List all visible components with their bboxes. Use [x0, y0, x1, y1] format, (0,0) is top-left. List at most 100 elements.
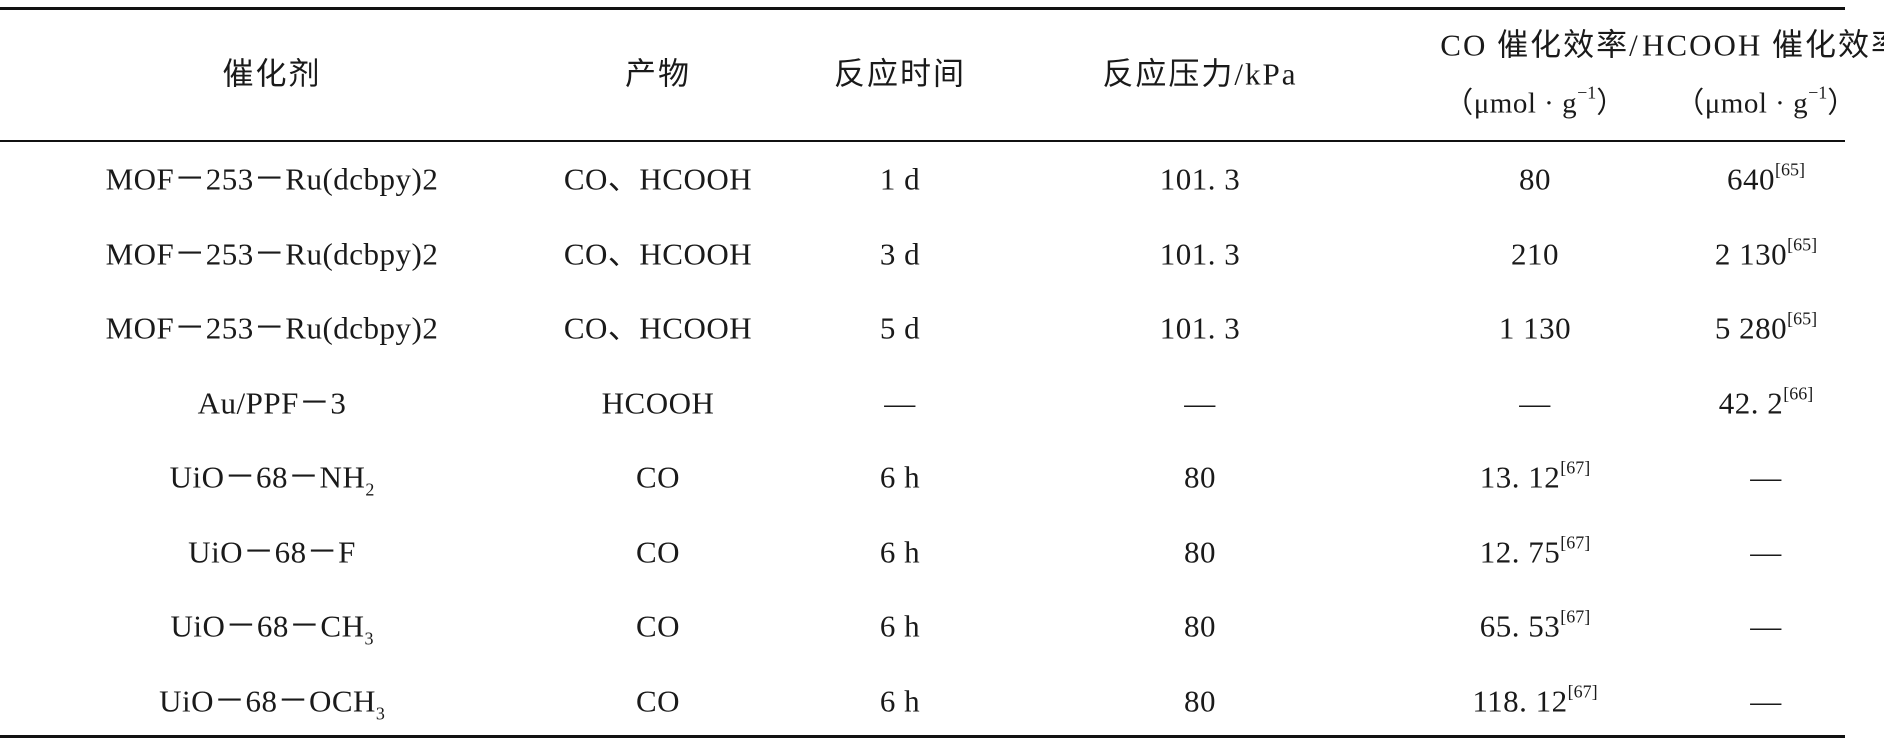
- cell-product: CO: [636, 462, 680, 493]
- product-text: CO、HCOOH: [563, 310, 753, 346]
- cell-reaction-time: 3 d: [880, 238, 920, 269]
- product-text: CO、HCOOH: [563, 161, 753, 197]
- table-bottom-rule: [0, 735, 1845, 738]
- cell-reaction-pressure: 101. 3: [1160, 313, 1241, 344]
- hcooh-unit-close: ）: [1827, 87, 1857, 120]
- co-value: —: [1519, 385, 1551, 420]
- hcooh-value: 5 280: [1714, 310, 1788, 346]
- cell-product: CO: [636, 536, 680, 567]
- cell-catalyst: UiO－68－OCH3: [159, 683, 385, 722]
- hcooh-reference: [65]: [1787, 234, 1818, 254]
- time-text: 6 h: [879, 683, 921, 718]
- cell-reaction-time: 6 h: [880, 611, 920, 642]
- pressure-text: 101. 3: [1159, 161, 1241, 197]
- cell-catalyst: UiO－68－CH3: [170, 608, 374, 648]
- co-value: 80: [1519, 161, 1551, 197]
- cell-co-efficiency: —: [1519, 387, 1551, 418]
- cell-catalyst: UiO－68－NH2: [169, 459, 375, 499]
- co-reference: [67]: [1560, 606, 1591, 627]
- product-text: CO: [635, 459, 681, 495]
- cell-reaction-time: 6 h: [880, 685, 920, 716]
- pressure-text: —: [1184, 385, 1216, 420]
- cell-reaction-pressure: —: [1184, 387, 1216, 418]
- cell-co-efficiency: 13. 12[67]: [1479, 459, 1591, 495]
- catalyst-text: UiO－68－NH: [169, 459, 366, 495]
- cell-product: CO、HCOOH: [564, 313, 752, 344]
- catalyst-text: MOF－253－Ru(dcbpy)2: [105, 161, 439, 197]
- co-value: 12. 75: [1479, 534, 1561, 569]
- co-reference: [67]: [1567, 681, 1598, 701]
- time-text: 5 d: [879, 310, 921, 346]
- co-value: 13. 12: [1479, 459, 1561, 495]
- time-text: 3 d: [879, 236, 921, 271]
- cell-product: CO、HCOOH: [564, 238, 752, 269]
- cell-co-efficiency: 65. 53[67]: [1479, 608, 1591, 644]
- cell-reaction-pressure: 80: [1184, 462, 1216, 493]
- product-text: CO、HCOOH: [563, 236, 753, 271]
- cell-product: CO: [636, 685, 680, 716]
- cell-hcooh-efficiency: 42. 2[66]: [1718, 384, 1814, 420]
- pressure-text: 80: [1184, 459, 1216, 495]
- cell-reaction-time: 5 d: [880, 313, 920, 344]
- product-text: CO: [635, 534, 681, 569]
- cell-reaction-pressure: 80: [1184, 611, 1216, 642]
- cell-product: CO: [636, 611, 680, 642]
- cell-co-efficiency: 118. 12[67]: [1472, 682, 1597, 716]
- hcooh-reference: [65]: [1787, 308, 1818, 329]
- cell-product: HCOOH: [602, 387, 715, 418]
- product-text: HCOOH: [601, 385, 715, 420]
- hcooh-value: —: [1750, 683, 1782, 718]
- time-text: —: [884, 385, 916, 420]
- cell-catalyst: MOF－253－Ru(dcbpy)2: [106, 313, 439, 344]
- catalyst-text: UiO－68－OCH: [159, 683, 376, 718]
- catalyst-text: UiO－68－CH: [170, 608, 365, 644]
- hcooh-value: 42. 2: [1718, 385, 1784, 420]
- pressure-text: 101. 3: [1159, 236, 1241, 271]
- pressure-text: 80: [1184, 683, 1216, 718]
- header-catalyst: 催化剂: [222, 56, 322, 92]
- hcooh-unit-exponent: −1: [1808, 82, 1828, 103]
- cell-catalyst: MOF－253－Ru(dcbpy)2: [106, 164, 439, 195]
- product-text: CO: [635, 683, 681, 718]
- cell-catalyst: MOF－253－Ru(dcbpy)2: [106, 238, 439, 269]
- time-text: 6 h: [879, 608, 921, 644]
- catalyst-subscript: 3: [375, 703, 385, 723]
- time-text: 6 h: [879, 534, 921, 569]
- cell-reaction-time: —: [884, 387, 916, 418]
- table-top-rule: [0, 7, 1845, 10]
- time-text: 1 d: [879, 161, 921, 197]
- cell-reaction-pressure: 101. 3: [1160, 238, 1241, 269]
- table-header-rule: [0, 140, 1845, 142]
- cell-product: CO、HCOOH: [564, 164, 752, 195]
- cell-co-efficiency: 210: [1511, 238, 1559, 269]
- pressure-text: 80: [1184, 534, 1216, 569]
- header-hcooh-efficiency: HCOOH 催化效率: [1642, 27, 1884, 63]
- pressure-text: 80: [1184, 608, 1216, 644]
- co-value: 1 130: [1498, 310, 1572, 346]
- hcooh-reference: [66]: [1783, 383, 1814, 403]
- cell-reaction-pressure: 80: [1184, 685, 1216, 716]
- co-value: 65. 53: [1479, 608, 1561, 644]
- co-reference: [67]: [1560, 532, 1591, 552]
- hcooh-value: —: [1750, 459, 1782, 495]
- hcooh-unit-base: （μmol · g: [1675, 87, 1809, 120]
- catalyst-text: Au/PPF－3: [197, 385, 347, 420]
- cell-hcooh-efficiency: 2 130[65]: [1714, 235, 1817, 271]
- cell-catalyst: Au/PPF－3: [198, 387, 347, 418]
- cell-hcooh-efficiency: —: [1750, 536, 1782, 567]
- co-value: 210: [1511, 236, 1559, 271]
- co-unit-base: （μmol · g: [1444, 87, 1578, 120]
- catalyst-subscript: 3: [364, 628, 374, 649]
- catalyst-text: UiO－68－F: [188, 534, 356, 569]
- hcooh-value: 2 130: [1714, 236, 1788, 271]
- header-reaction-time: 反应时间: [834, 56, 966, 92]
- catalyst-text: MOF－253－Ru(dcbpy)2: [105, 310, 439, 346]
- header-co-efficiency: CO 催化效率/: [1440, 27, 1640, 63]
- cell-catalyst: UiO－68－F: [188, 536, 356, 567]
- time-text: 6 h: [879, 459, 921, 495]
- hcooh-value: —: [1750, 608, 1782, 644]
- co-reference: [67]: [1560, 457, 1591, 478]
- hcooh-value: 640: [1727, 161, 1775, 197]
- cell-reaction-pressure: 101. 3: [1160, 164, 1241, 195]
